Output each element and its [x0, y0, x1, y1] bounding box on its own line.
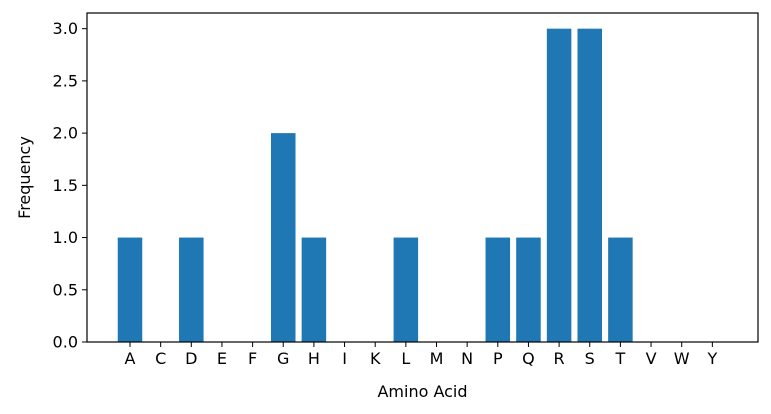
x-tick-label: W [674, 349, 690, 368]
y-axis-ticks: 0.0 0.5 1.0 1.5 2.0 2.5 3.0 [53, 19, 87, 352]
x-tick-label: Q [522, 349, 535, 368]
x-tick-label: F [248, 349, 257, 368]
bar-D [179, 237, 204, 342]
x-tick-label: L [401, 349, 410, 368]
x-tick-label: P [493, 349, 503, 368]
plot-frame [86, 12, 759, 343]
bar-T [608, 237, 633, 342]
x-tick-label: H [308, 349, 320, 368]
y-tick-label: 1.0 [53, 228, 78, 247]
x-tick-label: G [277, 349, 289, 368]
x-tick-label: C [155, 349, 166, 368]
x-tick-label: D [185, 349, 197, 368]
x-tick-label: Y [706, 349, 717, 368]
y-tick-label: 1.5 [53, 176, 78, 195]
y-tick-label: 2.0 [53, 124, 78, 143]
bars-layer [117, 28, 633, 342]
y-tick-label: 3.0 [53, 19, 78, 38]
y-tick-label: 0.5 [53, 280, 78, 299]
bar-G [270, 133, 296, 342]
bar-R [546, 28, 572, 342]
x-tick-label: E [217, 349, 227, 368]
y-tick-label: 0.0 [53, 333, 78, 352]
x-tick-label: I [342, 349, 347, 368]
bar-P [485, 237, 511, 342]
y-tick-label: 2.5 [53, 71, 78, 90]
x-tick-label: M [430, 349, 444, 368]
x-tick-label: A [125, 349, 136, 368]
y-axis-label: Frequency [15, 136, 34, 219]
x-tick-label: S [585, 349, 595, 368]
bar-H [301, 237, 327, 342]
x-tick-label: R [554, 349, 565, 368]
x-tick-label: N [461, 349, 473, 368]
bar-S [577, 28, 603, 342]
bar-Q [516, 237, 541, 342]
x-tick-label: T [615, 349, 626, 368]
bar-L [393, 237, 419, 342]
bar-A [117, 237, 143, 342]
x-axis-label: Amino Acid [377, 382, 467, 401]
x-tick-label: V [646, 349, 657, 368]
x-tick-label: K [370, 349, 381, 368]
